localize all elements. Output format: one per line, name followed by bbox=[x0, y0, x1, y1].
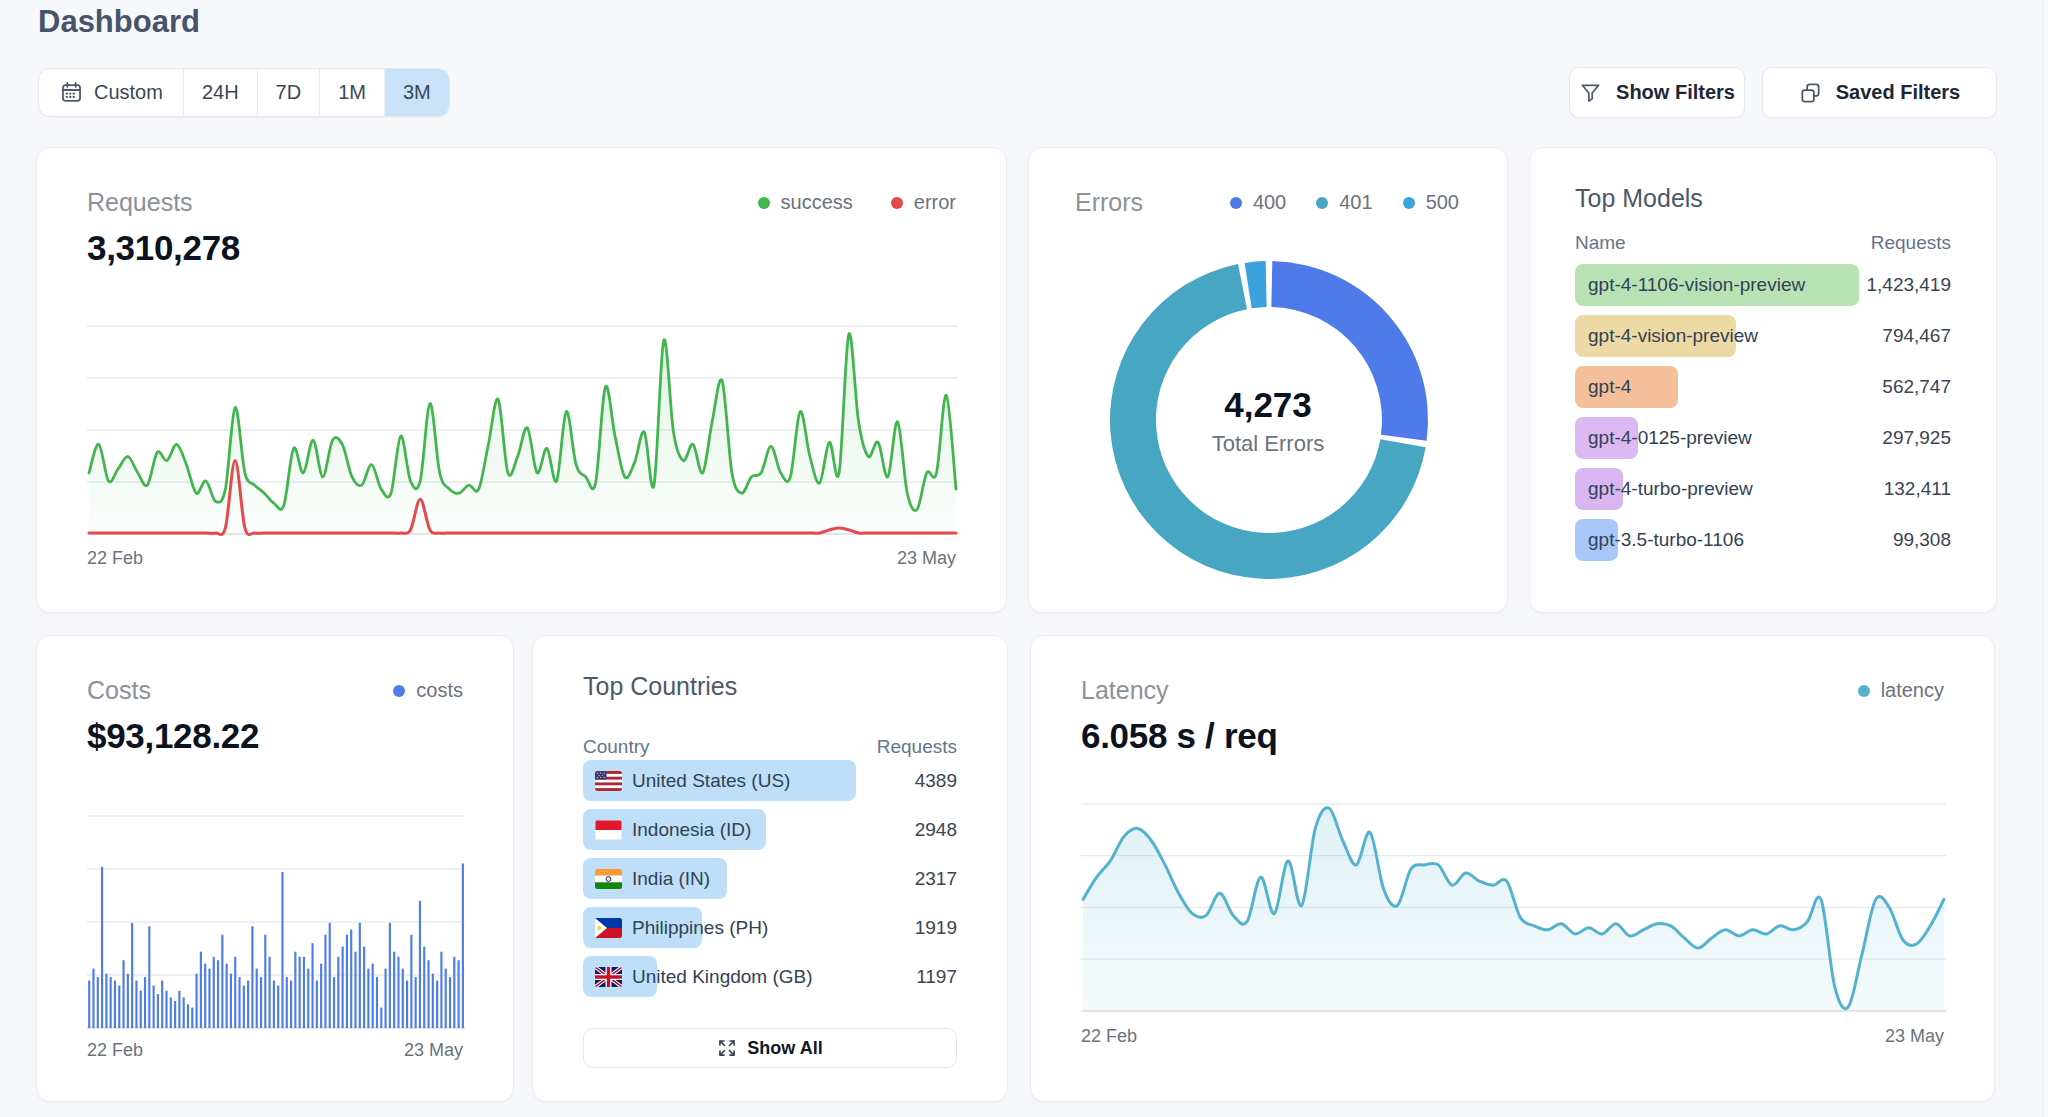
model-name: gpt-4 bbox=[1588, 366, 1631, 408]
costs-total: $93,128.22 bbox=[87, 716, 259, 756]
countries-col-requests: Requests bbox=[877, 736, 957, 758]
show-filters-label: Show Filters bbox=[1616, 81, 1735, 104]
page-title: Dashboard bbox=[38, 4, 200, 40]
latency-total: 6.058 s / req bbox=[1081, 716, 1278, 756]
error-dot-icon bbox=[891, 197, 903, 209]
costs-card: Costs costs $93,128.22 22 Feb 23 May bbox=[36, 635, 514, 1102]
country-row: United Kingdom (GB) 1197 bbox=[583, 956, 957, 997]
country-name: United States (US) bbox=[595, 760, 790, 801]
errors-card: Errors 400 401 500 4,273 Total Errors bbox=[1028, 147, 1508, 613]
requests-card: Requests success error 3,310,278 22 Feb … bbox=[36, 147, 1007, 613]
model-row: gpt-4-turbo-preview 132,411 bbox=[1575, 468, 1951, 510]
countries-col-country: Country bbox=[583, 736, 650, 758]
legend-success: success bbox=[758, 191, 853, 214]
top-models-card-title: Top Models bbox=[1575, 184, 1703, 213]
legend-latency: latency bbox=[1858, 679, 1944, 702]
flag-in-icon bbox=[595, 869, 622, 889]
model-name: gpt-4-turbo-preview bbox=[1588, 468, 1753, 510]
time-range-control: Custom 24H 7D 1M 3M bbox=[38, 68, 450, 117]
show-filters-button[interactable]: Show Filters bbox=[1569, 67, 1745, 118]
funnel-icon bbox=[1579, 81, 1602, 104]
model-name: gpt-4-vision-preview bbox=[1588, 315, 1758, 357]
model-requests: 297,925 bbox=[1882, 417, 1951, 459]
latency-legend: latency bbox=[1858, 679, 1944, 702]
legend-error: error bbox=[891, 191, 956, 214]
costs-x-end: 23 May bbox=[404, 1040, 463, 1061]
country-requests: 1197 bbox=[916, 956, 957, 997]
flag-id-icon bbox=[595, 820, 622, 840]
saved-filters-button[interactable]: Saved Filters bbox=[1762, 67, 1997, 118]
models-col-requests: Requests bbox=[1871, 232, 1951, 254]
costs-x-start: 22 Feb bbox=[87, 1040, 143, 1061]
success-dot-icon bbox=[758, 197, 770, 209]
errors-donut-chart bbox=[1029, 148, 1509, 614]
latency-card: Latency latency 6.058 s / req 22 Feb 23 … bbox=[1030, 635, 1995, 1102]
requests-chart bbox=[87, 324, 958, 538]
time-range-custom-label: Custom bbox=[94, 81, 163, 104]
stack-icon bbox=[1799, 81, 1822, 104]
time-range-custom[interactable]: Custom bbox=[39, 69, 183, 116]
show-all-label: Show All bbox=[747, 1038, 822, 1059]
top-countries-card-title: Top Countries bbox=[583, 672, 737, 701]
country-row: Philippines (PH) 1919 bbox=[583, 907, 957, 948]
country-name: United Kingdom (GB) bbox=[595, 956, 813, 997]
show-all-button[interactable]: Show All bbox=[583, 1028, 957, 1068]
latency-card-title: Latency bbox=[1081, 676, 1169, 705]
model-row: gpt-4-0125-preview 297,925 bbox=[1575, 417, 1951, 459]
country-name: Philippines (PH) bbox=[595, 907, 768, 948]
costs-chart bbox=[87, 814, 465, 1030]
requests-card-title: Requests bbox=[87, 188, 193, 217]
costs-card-title: Costs bbox=[87, 676, 151, 705]
time-range-3m[interactable]: 3M bbox=[384, 69, 449, 116]
requests-x-start: 22 Feb bbox=[87, 548, 143, 569]
country-requests: 2948 bbox=[915, 809, 957, 850]
time-range-7d[interactable]: 7D bbox=[257, 69, 320, 116]
model-name: gpt-4-0125-preview bbox=[1588, 417, 1752, 459]
latency-x-end: 23 May bbox=[1885, 1026, 1944, 1047]
country-requests: 1919 bbox=[915, 907, 957, 948]
calendar-icon bbox=[59, 80, 84, 105]
model-row: gpt-3.5-turbo-1106 99,308 bbox=[1575, 519, 1951, 561]
saved-filters-label: Saved Filters bbox=[1836, 81, 1961, 104]
requests-x-end: 23 May bbox=[897, 548, 956, 569]
costs-dot-icon bbox=[393, 685, 405, 697]
country-row: United States (US) 4389 bbox=[583, 760, 957, 801]
model-requests: 99,308 bbox=[1893, 519, 1951, 561]
errors-total-label: Total Errors bbox=[1029, 431, 1507, 457]
flag-ph-icon bbox=[595, 918, 622, 938]
country-requests: 4389 bbox=[915, 760, 957, 801]
latency-dot-icon bbox=[1858, 685, 1870, 697]
country-name: Indonesia (ID) bbox=[595, 809, 751, 850]
model-requests: 1,423,419 bbox=[1866, 264, 1951, 306]
latency-x-start: 22 Feb bbox=[1081, 1026, 1137, 1047]
requests-legend: success error bbox=[758, 191, 956, 214]
flag-us-icon bbox=[595, 771, 622, 791]
model-requests: 794,467 bbox=[1882, 315, 1951, 357]
window-right-edge bbox=[2043, 0, 2048, 1117]
top-models-card: Top Models Name Requests gpt-4-1106-visi… bbox=[1529, 147, 1997, 613]
model-requests: 562,747 bbox=[1882, 366, 1951, 408]
country-row: Indonesia (ID) 2948 bbox=[583, 809, 957, 850]
model-name: gpt-4-1106-vision-preview bbox=[1588, 264, 1805, 306]
country-name: India (IN) bbox=[595, 858, 710, 899]
model-row: gpt-4-1106-vision-preview 1,423,419 bbox=[1575, 264, 1951, 306]
country-row: India (IN) 2317 bbox=[583, 858, 957, 899]
errors-total: 4,273 bbox=[1029, 385, 1507, 425]
models-col-name: Name bbox=[1575, 232, 1626, 254]
legend-costs: costs bbox=[393, 679, 463, 702]
expand-icon bbox=[717, 1038, 737, 1058]
model-requests: 132,411 bbox=[1884, 468, 1951, 510]
costs-legend: costs bbox=[393, 679, 463, 702]
requests-total: 3,310,278 bbox=[87, 228, 240, 268]
model-name: gpt-3.5-turbo-1106 bbox=[1588, 519, 1744, 561]
model-row: gpt-4 562,747 bbox=[1575, 366, 1951, 408]
latency-chart bbox=[1081, 802, 1946, 1014]
time-range-24h[interactable]: 24H bbox=[183, 69, 257, 116]
flag-gb-icon bbox=[595, 967, 622, 987]
model-row: gpt-4-vision-preview 794,467 bbox=[1575, 315, 1951, 357]
top-countries-card: Top Countries Country Requests United St… bbox=[532, 635, 1008, 1102]
country-requests: 2317 bbox=[915, 858, 957, 899]
time-range-1m[interactable]: 1M bbox=[319, 69, 384, 116]
